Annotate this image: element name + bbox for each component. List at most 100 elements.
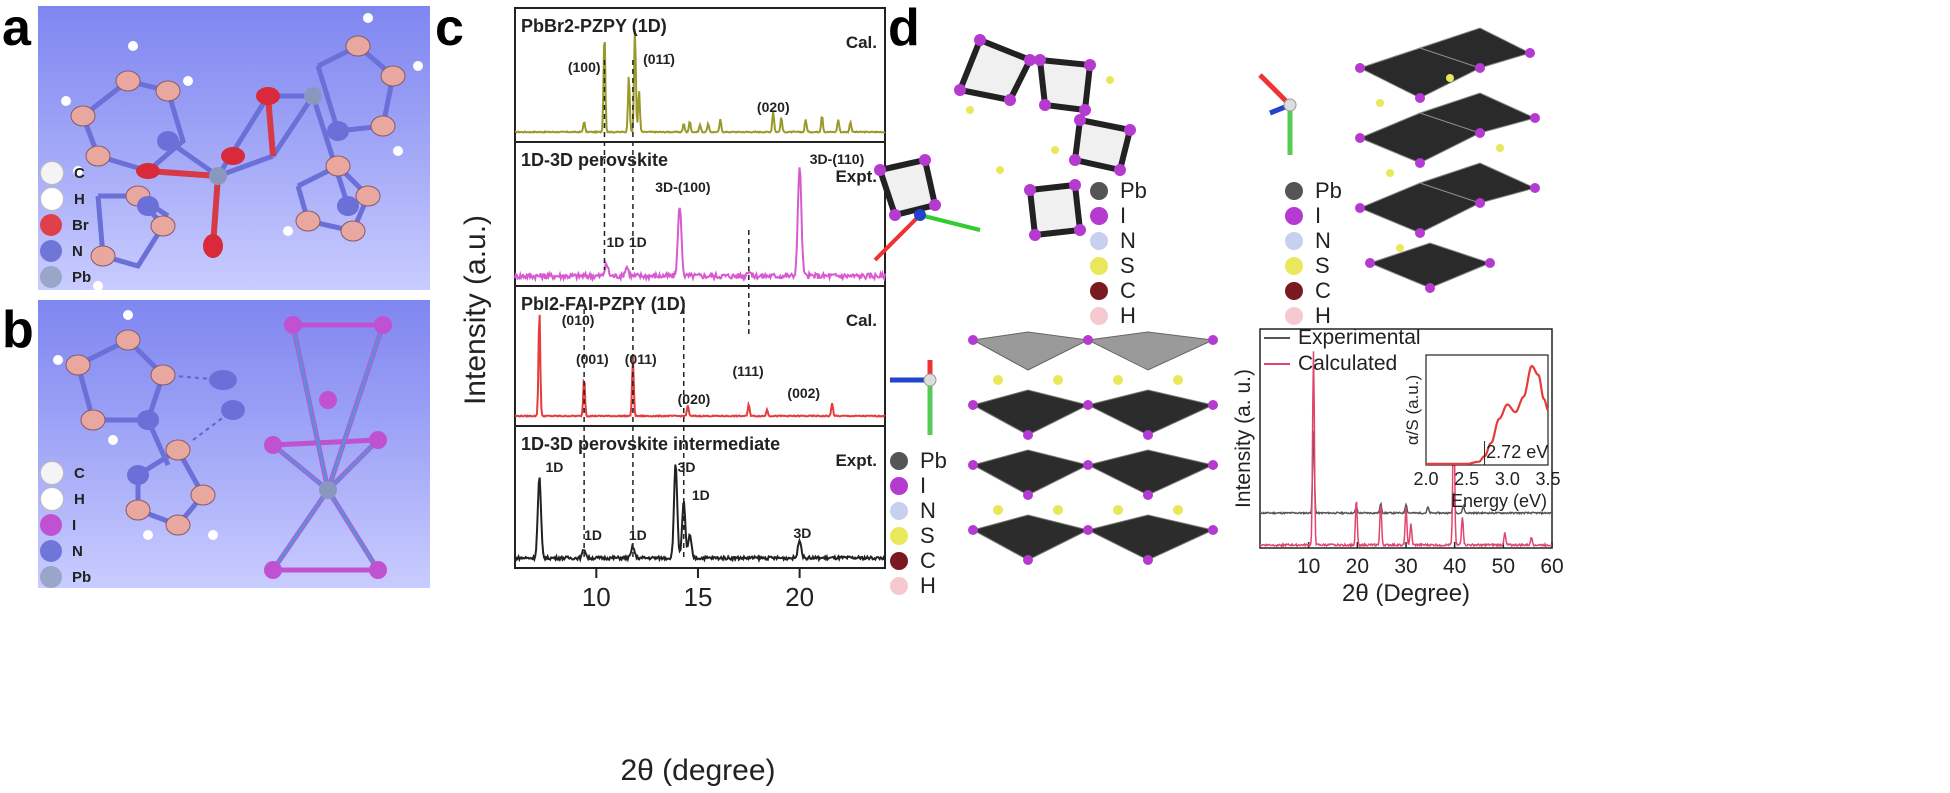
crystal-axes-view-2 xyxy=(1258,73,1297,155)
series-title: 1D-3D perovskite xyxy=(521,150,668,170)
peak-annotation: 1D xyxy=(629,527,647,543)
inset-tick-label: 2.5 xyxy=(1454,469,1479,489)
atom-swatch-icon xyxy=(1090,181,1108,200)
molecule-b-drawing xyxy=(53,310,392,579)
legend-d-label: I xyxy=(1315,202,1322,228)
crystal-structure-view-2 xyxy=(1355,27,1540,293)
peak-annotation: (001) xyxy=(576,351,609,367)
legend-d-row: S xyxy=(1090,253,1147,278)
legend-b-row: C xyxy=(40,460,91,486)
x-tick-label: 50 xyxy=(1492,555,1515,578)
peak-annotation: (020) xyxy=(678,391,711,407)
atom-swatch-icon xyxy=(890,576,908,595)
series-tag: Expt. xyxy=(835,167,877,186)
legend-d-row: N xyxy=(1285,228,1342,253)
atom-swatch-icon xyxy=(1285,281,1303,300)
legend-a-label: C xyxy=(74,164,85,182)
legend-d-row: C xyxy=(1285,278,1342,303)
atom-swatch-icon xyxy=(1285,256,1303,275)
atom-swatch-icon xyxy=(890,451,908,470)
y-axis-label: Intensity (a. u.) xyxy=(1232,369,1255,508)
peak-annotation: (100) xyxy=(568,59,601,75)
legend-d-row: H xyxy=(890,573,947,598)
legend-d-label: Pb xyxy=(1120,177,1147,203)
series-tag: Cal. xyxy=(846,33,877,52)
legend-d-row: C xyxy=(890,548,947,573)
inset-tick-label: 3.5 xyxy=(1535,469,1560,489)
peak-annotation: 1D xyxy=(692,487,710,503)
panel-label-b: b xyxy=(2,301,34,359)
legend-d-row: Pb xyxy=(1090,178,1147,203)
legend-a-label: Br xyxy=(72,216,89,234)
series-title: PbI2-FAI-PZPY (1D) xyxy=(521,294,686,314)
legend-d-row: N xyxy=(1090,228,1147,253)
legend-b-row: I xyxy=(40,512,91,538)
peak-annotation: (010) xyxy=(562,312,595,328)
legend-panel-d-3: Pb I N S C H xyxy=(890,448,947,598)
atom-swatch-icon xyxy=(40,461,64,485)
legend-d-label: H xyxy=(1315,302,1331,328)
atom-swatch-icon xyxy=(890,501,908,520)
legend-b-label: C xyxy=(74,464,85,482)
panel-label-d: d xyxy=(888,0,920,57)
panel-a-molecule-image xyxy=(38,6,430,291)
x-tick-label: 30 xyxy=(1394,555,1417,578)
legend-d-row: I xyxy=(890,473,947,498)
legend-d-row: C xyxy=(1090,278,1147,303)
peak-annotation: 3D-(100) xyxy=(655,179,710,195)
atom-swatch-icon xyxy=(40,514,62,536)
legend-a-row: C xyxy=(40,160,91,186)
atom-swatch-icon xyxy=(40,487,64,511)
legend-a-row: Pb xyxy=(40,264,91,290)
legend-d-label: N xyxy=(1120,227,1136,253)
inset-annotation: 2.72 eV xyxy=(1486,442,1548,462)
legend-d-row: S xyxy=(1285,253,1342,278)
legend-a-row: H xyxy=(40,186,91,212)
xrd-chart-panel-d: Intensity (a. u.) 2θ (Degree) 10 20 30 40 50 60… xyxy=(1232,326,1564,607)
inset-x-label: Energy (eV) xyxy=(1451,491,1547,511)
atom-swatch-icon xyxy=(40,214,62,236)
molecule-a-drawing xyxy=(61,13,423,291)
legend-a-row: Br xyxy=(40,212,91,238)
atom-swatch-icon xyxy=(1285,306,1303,325)
legend-panel-d-1: Pb I N S C H xyxy=(1090,178,1147,328)
atom-swatch-icon xyxy=(1090,281,1108,300)
atom-swatch-icon xyxy=(40,240,62,262)
peak-annotation: (020) xyxy=(757,99,790,115)
legend-b-row: N xyxy=(40,538,91,564)
legend-d-label: C xyxy=(920,547,936,573)
legend-panel-a: C H Br N Pb xyxy=(40,160,91,290)
plot-frame xyxy=(514,7,886,569)
atom-swatch-icon xyxy=(1090,231,1108,250)
inset-tick-label: 3.0 xyxy=(1495,469,1520,489)
legend-b-row: Pb xyxy=(40,564,91,590)
peak-annotation: (011̄) xyxy=(643,51,675,67)
inset-line xyxy=(1426,364,1549,465)
x-tick-label: 10 xyxy=(582,582,611,612)
atom-swatch-icon xyxy=(40,566,62,588)
series-line xyxy=(514,167,886,283)
legend-d-row: I xyxy=(1090,203,1147,228)
series-line xyxy=(514,314,886,418)
legend-d-label: H xyxy=(1120,302,1136,328)
legend-panel-b: C H I N Pb xyxy=(40,460,91,590)
x-axis-label: 2θ (Degree) xyxy=(1342,580,1470,607)
peak-annotation: (011) xyxy=(625,351,657,367)
xrd-chart-panel-c: Intensity (a.u.) 2θ (degree) 10 15 20 PbBr2… xyxy=(459,7,886,787)
series-title: 1D-3D perovskite intermediate xyxy=(521,434,780,454)
legend-d-row: S xyxy=(890,523,947,548)
atom-swatch-icon xyxy=(1285,231,1303,250)
x-tick-label: 20 xyxy=(1346,555,1369,578)
legend-label: Experimental xyxy=(1298,326,1421,349)
legend-d-label: Pb xyxy=(1315,177,1342,203)
atom-swatch-icon xyxy=(890,551,908,570)
panel-label-c: c xyxy=(435,0,464,57)
atom-swatch-icon xyxy=(40,266,62,288)
legend-d-label: C xyxy=(1315,277,1331,303)
series-tag: Cal. xyxy=(846,311,877,330)
legend-d-row: Pb xyxy=(1285,178,1342,203)
legend-d-row: Pb xyxy=(890,448,947,473)
series-line xyxy=(1259,430,1553,516)
peak-annotation: 3D-(110) xyxy=(810,151,864,167)
x-axis-label: 2θ (degree) xyxy=(620,754,775,787)
